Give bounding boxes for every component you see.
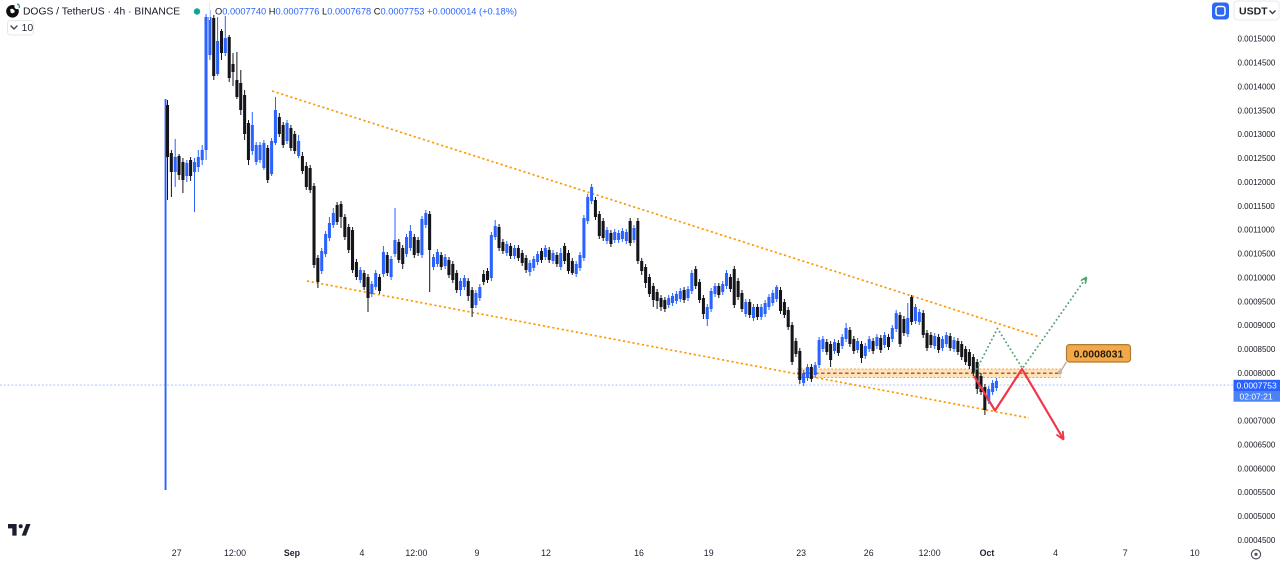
- svg-text:Sep: Sep: [284, 548, 301, 558]
- svg-text:Oct: Oct: [980, 548, 995, 558]
- svg-text:0.0010500: 0.0010500: [1238, 250, 1276, 259]
- svg-text:O0.0007740 H0.0007776 L0.00076: O0.0007740 H0.0007776 L0.0007678 C0.0007…: [215, 7, 517, 17]
- svg-text:0.0008031: 0.0008031: [1074, 349, 1124, 361]
- svg-text:0.0015000: 0.0015000: [1238, 35, 1276, 44]
- svg-text:0.0013500: 0.0013500: [1238, 106, 1276, 115]
- svg-text:0.0010000: 0.0010000: [1238, 273, 1276, 282]
- svg-text:DOGS / TetherUS · 4h · BINANCE: DOGS / TetherUS · 4h · BINANCE: [23, 7, 180, 18]
- svg-text:0.0012000: 0.0012000: [1238, 178, 1276, 187]
- svg-text:19: 19: [704, 548, 714, 558]
- svg-text:4: 4: [360, 548, 365, 558]
- svg-text:0.0007753: 0.0007753: [1237, 381, 1277, 391]
- svg-text:0.0009000: 0.0009000: [1238, 321, 1276, 330]
- svg-text:27: 27: [172, 548, 182, 558]
- svg-text:9: 9: [475, 548, 480, 558]
- svg-text:0.0006500: 0.0006500: [1238, 441, 1276, 450]
- svg-text:0.0011500: 0.0011500: [1238, 202, 1276, 211]
- svg-text:0.0008000: 0.0008000: [1238, 369, 1276, 378]
- svg-text:16: 16: [634, 548, 644, 558]
- svg-text:7: 7: [1123, 548, 1128, 558]
- svg-text:12:00: 12:00: [919, 548, 941, 558]
- svg-text:0.0014000: 0.0014000: [1238, 82, 1276, 91]
- svg-text:0.0012500: 0.0012500: [1238, 154, 1276, 163]
- svg-text:0.0011000: 0.0011000: [1238, 226, 1276, 235]
- svg-text:12: 12: [541, 548, 551, 558]
- svg-text:0.0013000: 0.0013000: [1238, 130, 1276, 139]
- svg-text:0.0005500: 0.0005500: [1238, 488, 1276, 497]
- svg-text:0.0007000: 0.0007000: [1238, 417, 1276, 426]
- svg-text:10: 10: [22, 22, 34, 34]
- svg-text:12:00: 12:00: [405, 548, 427, 558]
- svg-text:0.0008500: 0.0008500: [1238, 345, 1276, 354]
- svg-text:10: 10: [1190, 548, 1200, 558]
- svg-text:0.0005000: 0.0005000: [1238, 512, 1276, 521]
- svg-text:0.0004500: 0.0004500: [1238, 536, 1276, 545]
- svg-text:0.0009500: 0.0009500: [1238, 297, 1276, 306]
- svg-text:USDT: USDT: [1239, 6, 1268, 18]
- svg-text:23: 23: [796, 548, 806, 558]
- svg-text:0.0014500: 0.0014500: [1238, 59, 1276, 68]
- svg-text:12:00: 12:00: [224, 548, 246, 558]
- svg-text:26: 26: [864, 548, 874, 558]
- svg-text:0.0006000: 0.0006000: [1238, 464, 1276, 473]
- svg-text:4: 4: [1053, 548, 1058, 558]
- svg-text:02:07:21: 02:07:21: [1240, 391, 1273, 401]
